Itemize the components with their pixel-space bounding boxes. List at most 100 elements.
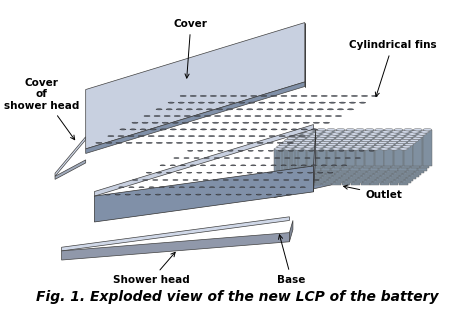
Ellipse shape — [228, 150, 233, 151]
Ellipse shape — [255, 115, 261, 117]
Ellipse shape — [210, 187, 215, 188]
Ellipse shape — [315, 115, 321, 117]
Ellipse shape — [200, 95, 206, 96]
Ellipse shape — [178, 102, 184, 103]
Polygon shape — [391, 140, 400, 177]
Ellipse shape — [412, 137, 421, 140]
Ellipse shape — [331, 165, 337, 166]
Polygon shape — [345, 138, 354, 175]
Ellipse shape — [341, 95, 347, 96]
Ellipse shape — [292, 133, 301, 135]
Ellipse shape — [405, 144, 413, 146]
Polygon shape — [331, 134, 340, 170]
Ellipse shape — [277, 146, 285, 148]
Ellipse shape — [347, 144, 356, 146]
Ellipse shape — [411, 131, 419, 133]
Ellipse shape — [230, 165, 236, 166]
Polygon shape — [344, 147, 353, 183]
Ellipse shape — [325, 157, 330, 158]
Polygon shape — [357, 136, 366, 173]
Ellipse shape — [290, 187, 295, 188]
Polygon shape — [399, 134, 407, 170]
Ellipse shape — [366, 144, 375, 146]
Ellipse shape — [385, 144, 394, 146]
Polygon shape — [307, 138, 315, 175]
Polygon shape — [389, 134, 398, 170]
Ellipse shape — [332, 148, 341, 150]
Ellipse shape — [302, 133, 311, 135]
Ellipse shape — [192, 122, 199, 123]
Ellipse shape — [243, 179, 248, 180]
Ellipse shape — [305, 115, 311, 117]
Ellipse shape — [313, 139, 322, 142]
Polygon shape — [305, 132, 313, 168]
Ellipse shape — [160, 165, 165, 166]
Ellipse shape — [259, 135, 265, 137]
Ellipse shape — [186, 109, 192, 110]
Polygon shape — [390, 149, 399, 185]
Ellipse shape — [383, 137, 392, 140]
Ellipse shape — [322, 148, 331, 150]
Polygon shape — [312, 134, 320, 170]
Ellipse shape — [267, 109, 273, 110]
Ellipse shape — [339, 150, 344, 151]
Ellipse shape — [264, 179, 269, 180]
Polygon shape — [282, 143, 291, 179]
Ellipse shape — [317, 109, 323, 110]
Polygon shape — [413, 130, 422, 166]
Ellipse shape — [217, 109, 223, 110]
Ellipse shape — [347, 109, 354, 110]
Ellipse shape — [311, 141, 319, 144]
Ellipse shape — [418, 133, 427, 135]
Ellipse shape — [280, 187, 285, 188]
Polygon shape — [302, 134, 311, 170]
Polygon shape — [371, 149, 379, 185]
Ellipse shape — [269, 135, 275, 137]
Polygon shape — [373, 147, 382, 183]
Ellipse shape — [254, 179, 259, 180]
Polygon shape — [304, 140, 313, 177]
Ellipse shape — [328, 150, 334, 151]
Ellipse shape — [353, 131, 362, 133]
Ellipse shape — [351, 148, 360, 150]
Ellipse shape — [190, 95, 196, 96]
Polygon shape — [279, 145, 288, 181]
Polygon shape — [376, 136, 385, 173]
Ellipse shape — [301, 129, 307, 130]
Ellipse shape — [313, 122, 319, 123]
Polygon shape — [313, 129, 316, 192]
Ellipse shape — [279, 144, 288, 146]
Ellipse shape — [207, 172, 212, 173]
Ellipse shape — [333, 139, 342, 142]
Ellipse shape — [287, 172, 292, 173]
Polygon shape — [309, 136, 318, 173]
Polygon shape — [420, 132, 429, 168]
Ellipse shape — [240, 187, 245, 188]
Ellipse shape — [215, 115, 220, 117]
Ellipse shape — [209, 135, 215, 137]
Ellipse shape — [217, 142, 223, 144]
Ellipse shape — [342, 139, 351, 142]
Ellipse shape — [274, 157, 280, 158]
Polygon shape — [303, 149, 312, 185]
Ellipse shape — [140, 129, 146, 130]
Polygon shape — [301, 143, 310, 179]
Ellipse shape — [335, 157, 340, 158]
Ellipse shape — [234, 157, 239, 158]
Ellipse shape — [206, 109, 212, 110]
Ellipse shape — [283, 122, 289, 123]
Polygon shape — [55, 137, 86, 176]
Ellipse shape — [343, 131, 352, 133]
Ellipse shape — [328, 135, 337, 137]
Ellipse shape — [229, 187, 235, 188]
Ellipse shape — [198, 150, 203, 151]
Polygon shape — [62, 232, 290, 260]
Ellipse shape — [212, 122, 219, 123]
Ellipse shape — [256, 194, 261, 195]
Ellipse shape — [191, 129, 197, 130]
Ellipse shape — [341, 165, 346, 166]
Ellipse shape — [158, 135, 164, 137]
Ellipse shape — [308, 144, 317, 146]
Polygon shape — [371, 140, 380, 177]
Ellipse shape — [281, 165, 286, 166]
